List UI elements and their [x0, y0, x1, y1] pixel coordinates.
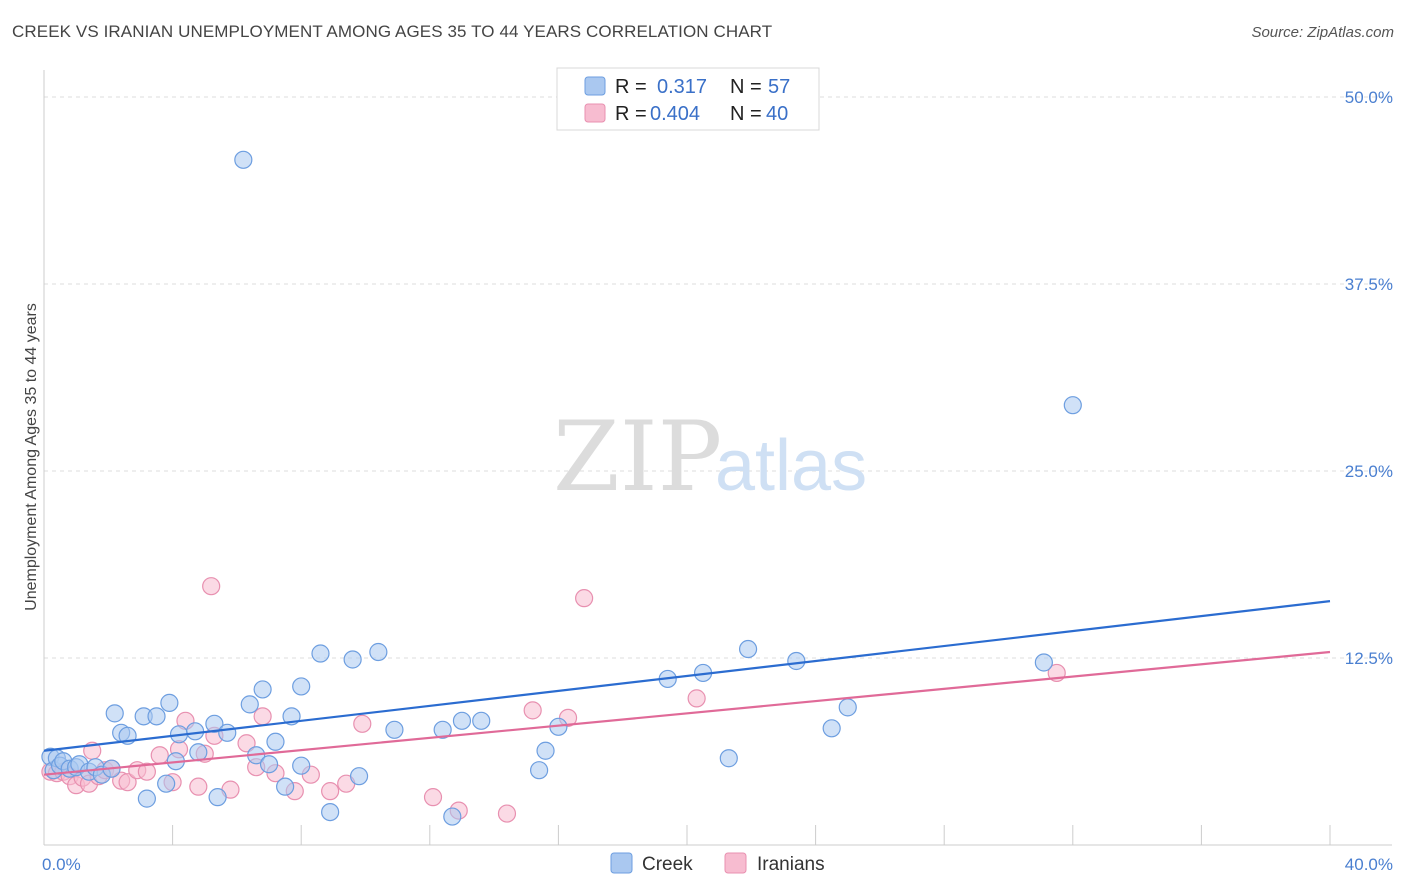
iranians-points: [41, 577, 1066, 823]
watermark-zip: ZIP: [553, 401, 722, 513]
creek-point-17: [147, 707, 166, 726]
creek-point-27: [234, 150, 253, 169]
legend-swatch-iranians: [584, 103, 606, 123]
creek-point-24: [205, 714, 224, 733]
iranians-point-21: [202, 577, 221, 596]
iranians-point-36: [523, 701, 542, 720]
creek-point-22: [186, 722, 205, 741]
legend-swatch-creek: [584, 76, 606, 96]
creek-point-47: [530, 761, 549, 780]
iranians-point-24: [237, 734, 256, 753]
iranians-point-33: [423, 788, 443, 807]
creek-point-31: [259, 755, 279, 774]
bottom-legend-creek: Creek: [642, 854, 693, 875]
chart-title: CREEK VS IRANIAN UNEMPLOYMENT AMONG AGES…: [12, 22, 773, 41]
axes: [43, 70, 1392, 846]
creek-point-48: [536, 741, 555, 760]
grid-lines: [44, 96, 1392, 659]
creek-point-58: [1063, 396, 1082, 415]
creek-trend-line: [43, 600, 1331, 752]
legend-n-value-iranians: 40: [766, 103, 788, 125]
y-tick-labels: 12.5% 25.0% 37.5% 50.0%: [1345, 88, 1393, 668]
iranians-point-38: [575, 589, 594, 608]
iranians-point-39: [687, 689, 706, 708]
watermark-atlas: atlas: [715, 426, 867, 506]
iranians-point-30: [321, 782, 340, 801]
creek-point-15: [137, 789, 156, 808]
creek-point-56: [838, 698, 857, 717]
legend-n-label-creek: N =: [730, 76, 762, 98]
iranians-point-32: [353, 714, 372, 733]
creek-point-45: [452, 711, 472, 730]
creek-point-53: [738, 639, 758, 659]
correlation-legend: R = 0.317 N = 57 R = 0.404 N = 40: [556, 67, 820, 131]
creek-point-23: [189, 743, 208, 762]
y-axis-label: Unemployment Among Ages 35 to 44 years: [23, 303, 40, 611]
creek-point-32: [266, 732, 285, 751]
creek-point-28: [240, 695, 259, 714]
iranians-point-15: [150, 746, 169, 765]
iranians-point-26: [253, 707, 272, 726]
creek-point-43: [433, 720, 452, 739]
creek-point-25: [208, 788, 227, 807]
creek-point-40: [349, 767, 369, 786]
x-tick-labels: 0.0% 40.0%: [42, 855, 1393, 874]
creek-point-38: [321, 802, 340, 822]
x-tick-label-0: 0.0%: [42, 855, 81, 874]
iranians-point-19: [189, 777, 208, 796]
legend-r-value-creek: 0.317: [657, 76, 707, 98]
y-tick-label-2: 37.5%: [1345, 275, 1393, 294]
creek-point-12: [105, 704, 124, 723]
iranians-trend-line: [43, 650, 1331, 776]
legend-r-label-iranians: R =: [615, 103, 647, 125]
creek-point-35: [292, 756, 311, 775]
legend-r-value-iranians: 0.404: [650, 103, 700, 125]
iranians-point-35: [497, 804, 517, 823]
source-label: Source: ZipAtlas.com: [1251, 24, 1394, 41]
bottom-legend-swatch-iranians: [724, 852, 747, 874]
y-tick-label-1: 25.0%: [1345, 462, 1393, 481]
creek-point-46: [472, 711, 491, 730]
y-tick-label-3: 50.0%: [1345, 88, 1393, 107]
creek-point-44: [443, 807, 462, 826]
creek-point-39: [343, 650, 362, 669]
creek-point-55: [822, 719, 841, 738]
legend-n-label-iranians: N =: [730, 103, 762, 125]
creek-point-30: [253, 680, 272, 699]
iranians-point-12: [118, 773, 137, 792]
creek-point-33: [276, 777, 295, 796]
creek-point-42: [385, 720, 404, 739]
creek-point-52: [719, 749, 738, 768]
creek-point-26: [218, 723, 237, 742]
trend-lines: [43, 600, 1331, 776]
creek-point-36: [292, 677, 311, 696]
creek-point-41: [369, 642, 388, 662]
iranians-point-14: [137, 762, 156, 781]
legend-n-value-creek: 57: [768, 76, 790, 98]
series-legend: Creek Iranians: [610, 852, 825, 875]
bottom-legend-iranians: Iranians: [757, 854, 825, 875]
creek-point-19: [160, 693, 179, 712]
x-tick-label-1: 40.0%: [1345, 855, 1393, 874]
y-tick-label-0: 12.5%: [1345, 649, 1393, 668]
creek-point-37: [311, 644, 330, 663]
bottom-legend-swatch-creek: [610, 852, 633, 874]
creek-point-18: [157, 774, 176, 793]
legend-r-label-creek: R =: [615, 76, 647, 98]
creek-point-57: [1034, 653, 1053, 672]
creek-point-54: [787, 651, 806, 671]
